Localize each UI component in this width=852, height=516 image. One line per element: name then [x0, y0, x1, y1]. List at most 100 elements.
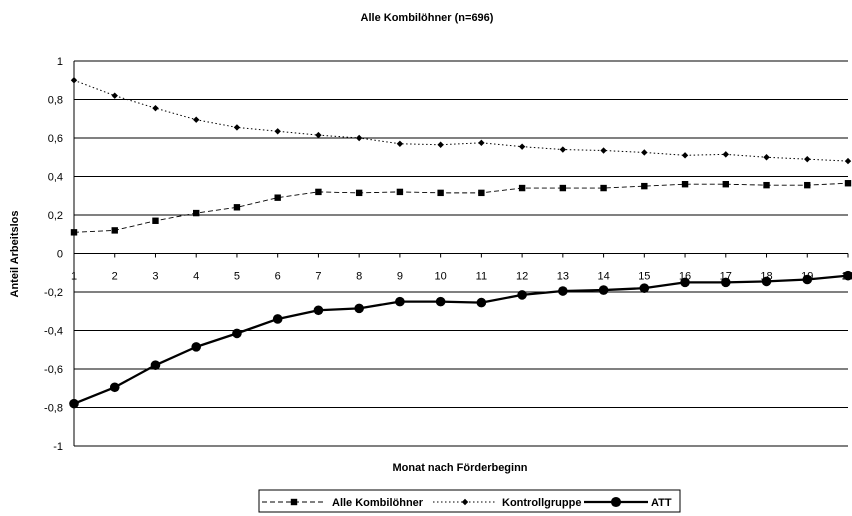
data-point-2: [804, 155, 811, 163]
legend: Alle Kombilöhner Kontrollgruppe ATT: [258, 489, 681, 513]
data-point-2: [763, 154, 770, 161]
data-point-1: [763, 181, 770, 189]
data-point-3: [354, 303, 364, 314]
data-point-2: [641, 149, 648, 156]
data-point-2: [193, 116, 200, 123]
data-point-1: [274, 194, 281, 201]
data-point-1: [844, 180, 852, 187]
data-point-2: [681, 152, 689, 159]
series-line-1: [73, 182, 849, 233]
data-point-1: [681, 181, 689, 188]
data-point-2: [274, 128, 281, 135]
data-point-1: [193, 209, 200, 217]
data-point-3: [69, 398, 79, 409]
data-point-3: [191, 342, 202, 352]
legend-label-3: ATT: [651, 497, 672, 509]
data-point-1: [722, 181, 729, 188]
y-tick-label: 0,2: [48, 210, 63, 222]
data-point-2: [478, 139, 485, 147]
grid-lines: [73, 60, 848, 447]
data-point-1: [152, 217, 159, 224]
data-point-1: [396, 188, 404, 196]
data-point-3: [272, 314, 283, 324]
data-point-2: [315, 131, 322, 139]
x-tick-label: 2: [112, 271, 118, 283]
y-axis-label: Anteil Arbeitslos: [9, 211, 21, 298]
data-point-2: [844, 157, 852, 165]
y-tick-label: -0,8: [44, 403, 63, 415]
x-tick-label: 12: [516, 271, 528, 283]
y-tick-label: 0,8: [48, 95, 63, 107]
data-point-1: [804, 181, 811, 189]
data-point-2: [437, 141, 444, 148]
x-tick-label: 11: [476, 271, 487, 283]
y-tick-label: 1: [57, 56, 63, 68]
series-line-2: [73, 79, 849, 162]
y-tick-label: -0,2: [44, 287, 63, 299]
data-point-3: [395, 296, 405, 307]
legend-label-2: Kontrollgruppe: [502, 497, 581, 509]
x-axis-label: Monat nach Förderbeginn: [392, 462, 527, 474]
x-tick-label: 1: [71, 271, 77, 283]
series-line-3: [73, 274, 849, 405]
x-tick-label: 8: [356, 271, 362, 283]
x-axis-ticks: 1 2 3 4 5 6 7 8 9 10 11 12 13 14 15 16 17 18 19 20: [71, 253, 852, 283]
y-tick-label: -0,4: [44, 326, 63, 338]
x-tick-label: 18: [760, 271, 772, 283]
data-point-3: [109, 382, 120, 393]
legend-marker-3: [610, 496, 622, 508]
x-tick-label: 19: [801, 271, 813, 283]
y-tick-label: 0,4: [48, 172, 63, 184]
data-point-3: [232, 328, 242, 339]
series-group: [69, 77, 852, 409]
data-point-1: [355, 189, 363, 197]
data-point-3: [639, 283, 650, 293]
legend-marker-2: [461, 498, 469, 506]
data-point-2: [559, 146, 567, 153]
x-tick-label: 20: [842, 271, 852, 283]
data-point-2: [355, 134, 363, 142]
data-point-1: [70, 229, 78, 236]
data-point-1: [600, 184, 607, 192]
x-tick-label: 16: [679, 271, 691, 283]
data-point-3: [476, 297, 487, 308]
y-axis-ticks: 1 0,8 0,6 0,4 0,2 0 -0,2 -0,4 -0,6 -0,8 -1: [44, 56, 63, 453]
data-point-3: [313, 305, 324, 316]
data-point-1: [233, 204, 241, 211]
data-point-2: [70, 77, 78, 84]
data-point-3: [843, 270, 852, 281]
data-point-2: [111, 92, 118, 99]
x-tick-label: 14: [597, 271, 609, 283]
data-point-1: [478, 189, 485, 197]
data-point-3: [802, 274, 813, 285]
x-tick-label: 15: [638, 271, 650, 283]
data-point-1: [315, 188, 322, 196]
x-tick-label: 4: [193, 271, 199, 283]
data-point-2: [152, 104, 159, 112]
data-point-2: [396, 140, 404, 147]
data-point-3: [150, 360, 161, 370]
x-tick-label: 13: [557, 271, 569, 283]
legend-box: [258, 489, 681, 513]
y-tick-label: -0,6: [44, 364, 63, 376]
data-point-3: [598, 285, 609, 295]
x-tick-label: 6: [275, 271, 281, 283]
data-point-3: [680, 277, 690, 288]
data-point-1: [559, 184, 567, 192]
x-tick-label: 3: [152, 271, 158, 283]
data-point-1: [641, 182, 648, 190]
chart-title: Alle Kombilöhner (n=696): [361, 12, 494, 24]
data-point-1: [437, 189, 444, 197]
y-tick-label: 0: [57, 249, 63, 261]
data-point-2: [518, 143, 526, 150]
data-point-3: [761, 276, 772, 287]
data-point-2: [233, 124, 241, 131]
data-point-1: [111, 227, 118, 234]
x-tick-label: 9: [397, 271, 403, 283]
data-point-3: [720, 277, 731, 288]
legend-label-1: Alle Kombilöhner: [332, 497, 424, 509]
data-point-1: [518, 184, 526, 192]
y-tick-label: -1: [53, 441, 63, 453]
data-point-2: [722, 151, 729, 158]
